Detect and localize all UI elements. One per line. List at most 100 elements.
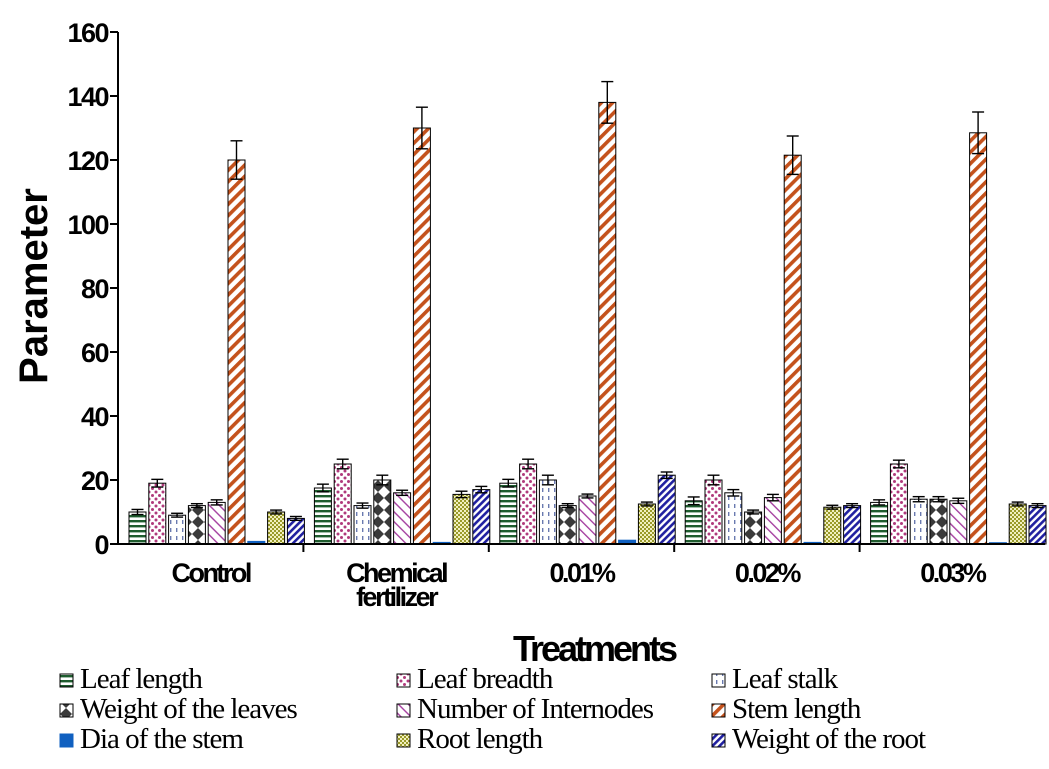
bar-stem-length-0	[227, 159, 246, 545]
legend-item-leaf-breadth: Leaf breadth	[396, 663, 555, 695]
error-bar-weight-of-the-root-4	[1031, 502, 1044, 509]
error-bar-leaf-stalk-3	[727, 488, 740, 497]
bar-leaf-stalk-0	[168, 514, 187, 545]
error-bar-stem-length-3	[786, 135, 799, 176]
bar-leaf-length-3	[684, 500, 703, 545]
bar-weight-of-the-root-3	[843, 505, 862, 545]
error-bar-number-of-internodes-2	[581, 493, 594, 499]
error-bar-number-of-internodes-1	[396, 489, 409, 497]
x-tick-label: 0.01%	[549, 558, 616, 588]
legend-item-leaf-stalk: Leaf stalk	[711, 663, 840, 695]
legend-swatch	[711, 733, 726, 748]
x-tick-label: 0.03%	[920, 558, 987, 588]
y-tick-label: 80	[81, 274, 109, 304]
error-bar-stem-length-0	[230, 140, 243, 180]
legend-label: Leaf breadth	[417, 663, 554, 695]
bar-leaf-length-1	[313, 487, 332, 545]
legend-item-dia-of-the-stem: Dia of the stem	[59, 723, 245, 755]
bar-weight-of-the-root-0	[286, 517, 305, 545]
legend-label: Weight of the leaves	[80, 693, 298, 725]
error-bar-leaf-stalk-4	[912, 495, 925, 503]
legend-item-number-of-internodes: Number of Internodes	[396, 693, 655, 725]
error-bar-weight-of-the-root-2	[660, 471, 673, 480]
y-tick-label: 0	[94, 530, 108, 560]
error-bar-root-length-1	[455, 490, 468, 499]
error-bar-weight-of-the-root-0	[289, 515, 302, 522]
bar-weight-of-the-root-2	[657, 474, 676, 545]
bar-leaf-breadth-2	[519, 463, 538, 545]
legend-label: Number of Internodes	[417, 693, 654, 725]
legend-label: Leaf stalk	[732, 663, 839, 695]
error-bar-leaf-stalk-2	[541, 474, 554, 486]
bars-layer	[128, 80, 1047, 545]
bar-stem-length-1	[412, 127, 431, 545]
y-axis-title: Parameter	[12, 188, 56, 384]
error-bar-weight-of-the-leaves-4	[932, 495, 945, 503]
error-bar-leaf-stalk-1	[356, 502, 369, 509]
y-tick-label: 20	[81, 466, 109, 496]
y-tick-label: 100	[67, 210, 108, 240]
error-bar-number-of-internodes-4	[952, 497, 965, 505]
legend-item-weight-of-the-root: Weight of the root	[711, 723, 927, 755]
bar-number-of-internodes-2	[578, 495, 597, 545]
error-bar-leaf-length-1	[316, 483, 329, 493]
error-bar-root-length-4	[1011, 501, 1024, 507]
error-bar-leaf-breadth-1	[336, 458, 349, 470]
bar-weight-of-the-root-1	[472, 489, 491, 545]
y-tick-label: 140	[67, 82, 108, 112]
error-bar-root-length-0	[270, 509, 283, 515]
legend-item-stem-length: Stem length	[711, 693, 863, 725]
y-tick-label: 120	[67, 146, 108, 176]
bar-stem-length-3	[783, 154, 802, 545]
bar-leaf-stalk-1	[353, 505, 372, 545]
error-bar-leaf-length-0	[131, 508, 144, 516]
legend-swatch	[711, 673, 726, 688]
bar-leaf-breadth-4	[889, 463, 908, 545]
legend-swatch	[59, 703, 74, 718]
error-bar-stem-length-1	[415, 106, 428, 150]
bar-stem-length-4	[969, 132, 988, 545]
bar-leaf-breadth-0	[148, 482, 167, 545]
bar-weight-of-the-root-4	[1028, 505, 1047, 545]
axes-layer: 0 20 40 60 80 100 120 140 160 Control Chemical fert…	[67, 18, 1045, 612]
error-bar-leaf-breadth-3	[707, 474, 720, 486]
error-bar-leaf-length-3	[687, 496, 700, 506]
error-bar-leaf-breadth-0	[151, 478, 164, 488]
error-bar-stem-length-2	[601, 80, 614, 124]
legend-item-leaf-length: Leaf length	[59, 663, 204, 695]
legend-swatch	[59, 733, 74, 748]
error-bar-leaf-breadth-4	[892, 459, 905, 469]
error-bar-weight-of-the-leaves-1	[376, 474, 389, 486]
x-tick-label: Chemical fertilizer	[346, 558, 447, 612]
bar-number-of-internodes-4	[949, 500, 968, 545]
error-bar-leaf-stalk-0	[171, 512, 184, 518]
legend-item-root-length: Root length	[396, 723, 545, 755]
error-bar-number-of-internodes-0	[210, 499, 223, 506]
error-bar-leaf-breadth-2	[522, 458, 535, 470]
bar-leaf-stalk-2	[538, 479, 557, 545]
legend-swatch	[396, 733, 411, 748]
error-bar-stem-length-4	[972, 111, 985, 155]
bar-number-of-internodes-1	[393, 492, 412, 545]
error-bar-weight-of-the-leaves-3	[747, 509, 760, 515]
error-bar-root-length-3	[826, 504, 839, 510]
legend-swatch	[59, 673, 74, 688]
bar-weight-of-the-leaves-0	[187, 505, 206, 545]
legend-label: Leaf length	[80, 663, 203, 695]
error-bar-weight-of-the-root-3	[846, 502, 859, 509]
legend-swatch	[711, 703, 726, 718]
y-tick-label: 160	[67, 18, 108, 48]
bar-weight-of-the-leaves-2	[558, 505, 577, 545]
error-bar-weight-of-the-root-1	[475, 485, 488, 494]
bar-weight-of-the-leaves-4	[929, 498, 948, 545]
x-tick-label: 0.02%	[735, 558, 802, 588]
bar-stem-length-2	[598, 101, 617, 545]
legend-label: Weight of the root	[732, 723, 926, 755]
y-tick-label: 40	[81, 402, 109, 432]
bar-leaf-stalk-4	[909, 498, 928, 545]
legend-label: Root length	[417, 723, 544, 755]
bar-root-length-4	[1008, 503, 1027, 545]
legend-swatch	[396, 673, 411, 688]
legend-swatch	[396, 703, 411, 718]
y-tick-label: 60	[81, 338, 109, 368]
